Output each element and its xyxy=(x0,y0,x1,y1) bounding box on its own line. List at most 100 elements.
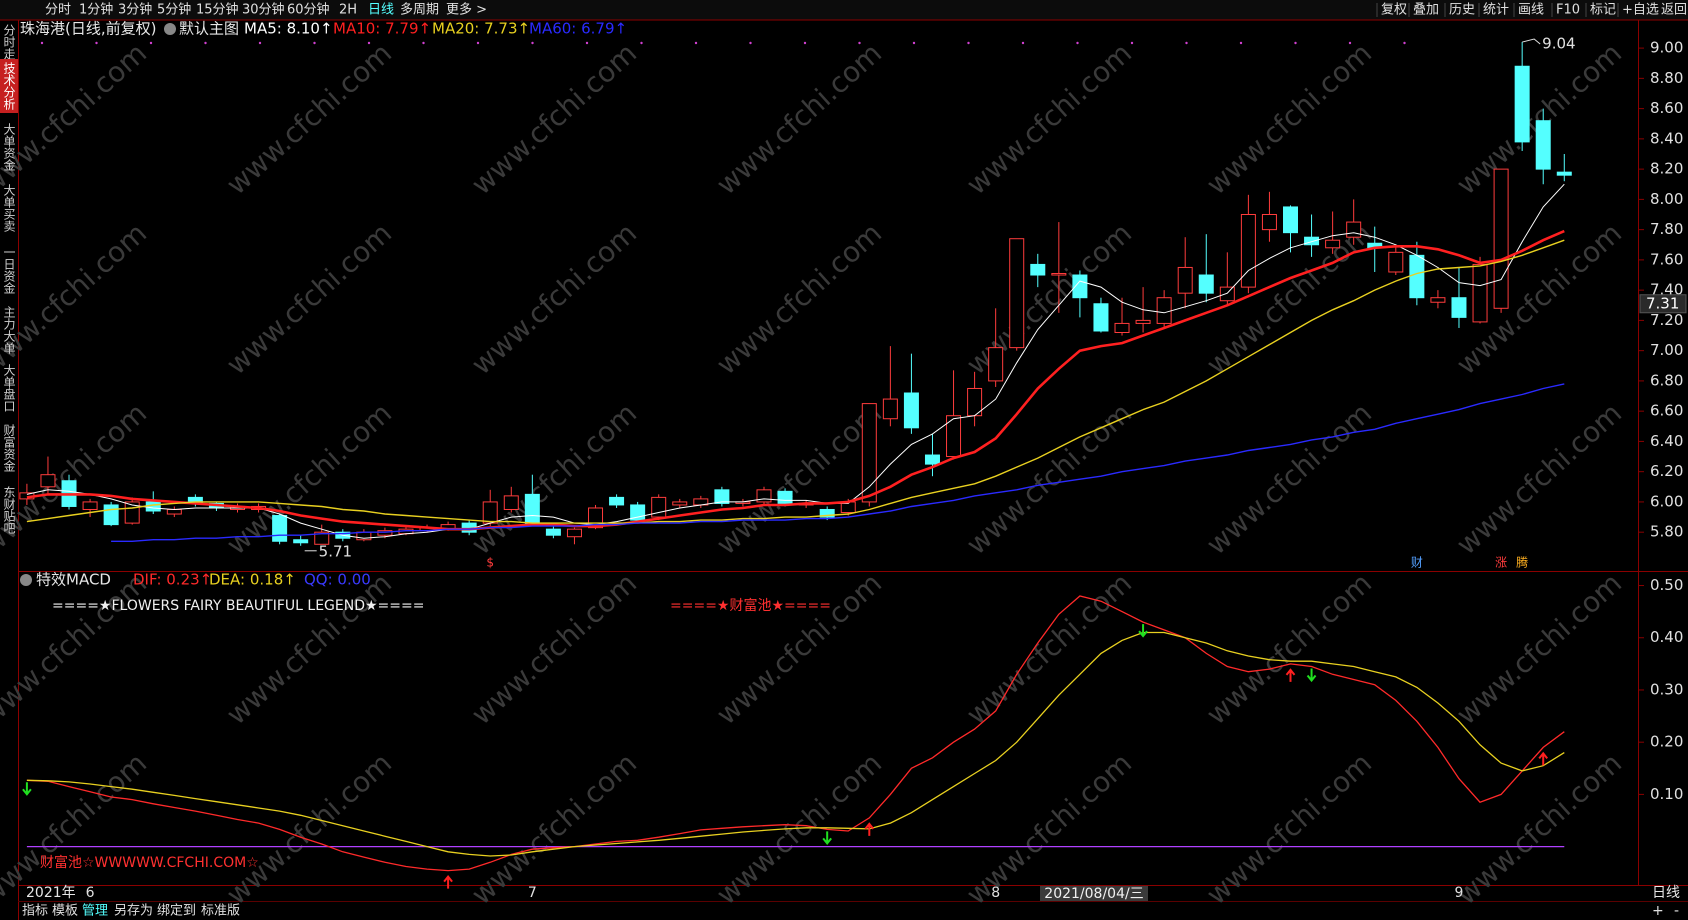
toolbar-item[interactable]: 历史 xyxy=(1449,3,1475,18)
zoom-button[interactable]: - xyxy=(1674,903,1679,919)
sidebar-tab[interactable]: 财富资金 xyxy=(2,424,16,472)
candle-body xyxy=(40,474,56,488)
watermark: www.cfchi.com xyxy=(0,396,153,561)
signal-arrow xyxy=(22,782,32,796)
event-marker: $ xyxy=(486,556,494,570)
toolbar-item[interactable]: 日线 xyxy=(368,3,394,18)
toolbar-item[interactable]: 多周期 xyxy=(400,2,439,18)
candle-body xyxy=(1009,238,1025,349)
toolbar-item[interactable]: 3分钟 xyxy=(118,2,152,18)
watermark: www.cfchi.com xyxy=(0,566,153,731)
dot-marker xyxy=(1294,41,1297,45)
sidebar-tab[interactable]: 大单买卖 xyxy=(2,184,16,232)
signal-arrow xyxy=(1306,668,1317,683)
watermark: www.cfchi.com xyxy=(465,566,643,731)
candle-body xyxy=(377,530,393,536)
sidebar-tab[interactable]: 大单资金 xyxy=(2,123,16,171)
legend-entry: MA60: 6.79↑ xyxy=(529,20,627,38)
toolbar-item[interactable]: +自选 xyxy=(1622,3,1659,18)
toolbar-item[interactable]: 叠加 xyxy=(1413,3,1439,18)
bottom-tab[interactable]: 另存为 xyxy=(114,904,153,919)
toolbar-item[interactable]: 更多 > xyxy=(446,2,487,18)
toolbar-item[interactable]: 复权 xyxy=(1381,2,1407,18)
annotation-leader xyxy=(1522,38,1541,45)
toolbar-item[interactable]: 5分钟 xyxy=(157,2,191,18)
watermark: www.cfchi.com xyxy=(465,396,643,561)
legend-entry: MA5: 8.10↑ xyxy=(244,20,333,38)
toolbar-item[interactable]: 30分钟 xyxy=(242,2,285,18)
menu-icon[interactable] xyxy=(164,23,176,35)
toolbar-item[interactable]: 分时 xyxy=(45,3,71,18)
bottom-tab[interactable]: 模板 xyxy=(52,904,78,919)
toolbar-item[interactable]: 60分钟 xyxy=(287,2,330,18)
dot-marker xyxy=(585,41,589,45)
candle-body xyxy=(903,392,919,429)
menu-icon[interactable] xyxy=(20,574,32,586)
candle-body xyxy=(1535,120,1551,170)
y-tick-label: 0.10 xyxy=(1650,785,1683,803)
sidebar-tab[interactable]: 大单盘口 xyxy=(2,364,16,412)
watermark: www.cfchi.com xyxy=(710,216,888,381)
watermark: www.cfchi.com xyxy=(960,216,1138,381)
toolbar-item[interactable]: 15分钟 xyxy=(196,2,239,18)
y-tick-label: 7.80 xyxy=(1650,220,1683,238)
toolbar-item[interactable]: 标记 xyxy=(1590,3,1616,18)
bottom-tab[interactable]: 管理 xyxy=(82,904,108,919)
indicator-line xyxy=(26,183,1565,539)
candle-body xyxy=(293,539,309,544)
y-tick-label: 7.00 xyxy=(1650,341,1683,359)
toolbar-item[interactable]: 画线 xyxy=(1518,3,1544,18)
dot-marker xyxy=(803,41,807,45)
bottom-tab[interactable]: 标准版 xyxy=(201,904,240,919)
bottom-tab[interactable]: 绑定到 xyxy=(157,904,196,919)
toolbar-item[interactable]: 1分钟 xyxy=(79,2,113,18)
x-tick-label: 8 xyxy=(991,885,1000,901)
last-price: 7.31 xyxy=(1646,294,1679,312)
candle-body xyxy=(1451,297,1467,318)
toolbar-item[interactable]: 返回 xyxy=(1661,3,1687,18)
indicator-line xyxy=(26,239,1565,524)
watermark: www.cfchi.com xyxy=(710,396,888,561)
watermark: www.cfchi.com xyxy=(960,36,1138,201)
watermark: www.cfchi.com xyxy=(710,36,888,201)
y-tick-label: 8.80 xyxy=(1650,69,1683,87)
sidebar-tab[interactable]: 技术分析 xyxy=(0,59,18,113)
x-tick-label: 9 xyxy=(1455,885,1464,901)
candle-body xyxy=(777,490,793,504)
y-tick-label: 8.00 xyxy=(1650,190,1683,208)
toolbar-item[interactable]: F10 xyxy=(1556,3,1580,18)
y-tick-label: 0.30 xyxy=(1650,680,1683,698)
watermark: www.cfchi.com xyxy=(1200,746,1378,911)
candle-body xyxy=(314,531,330,545)
y-tick-label: 6.40 xyxy=(1650,432,1683,450)
toolbar-item[interactable]: 统计 xyxy=(1483,3,1509,18)
cursor-label: 2021/08/04/三 xyxy=(1044,886,1143,902)
x-tick-label: 7 xyxy=(528,885,537,901)
sidebar-tab[interactable]: 一日资金 xyxy=(2,246,16,294)
legend-entry: DEA: 0.18↑ xyxy=(209,571,296,589)
candle-body xyxy=(503,495,519,510)
sidebar-tab[interactable]: 东财贴吧 xyxy=(2,486,16,534)
candle-body xyxy=(1219,286,1235,302)
sidebar-tab[interactable]: 主力大单 xyxy=(2,306,16,354)
bottom-tab[interactable]: 指标 xyxy=(22,904,48,919)
y-tick-label: 6.00 xyxy=(1650,492,1683,510)
dot-marker xyxy=(531,41,534,45)
watermark: www.cfchi.com xyxy=(465,746,643,911)
signal-arrow xyxy=(822,831,832,845)
candle-body xyxy=(1156,297,1172,324)
watermark: www.cfchi.com xyxy=(1200,396,1378,561)
watermark: www.cfchi.com xyxy=(220,36,398,201)
candle-body xyxy=(861,403,877,503)
macd-text: ====★财富池★==== xyxy=(670,597,831,614)
candle-body xyxy=(524,493,540,526)
dot-marker xyxy=(367,41,371,45)
toolbar-item[interactable]: 2H xyxy=(339,3,357,18)
zoom-button[interactable]: + xyxy=(1652,903,1664,919)
year-label: 2021年 xyxy=(26,885,76,901)
dot-marker xyxy=(640,41,643,45)
y-tick-label: 6.80 xyxy=(1650,371,1683,389)
event-marker: 腾 xyxy=(1516,555,1528,570)
